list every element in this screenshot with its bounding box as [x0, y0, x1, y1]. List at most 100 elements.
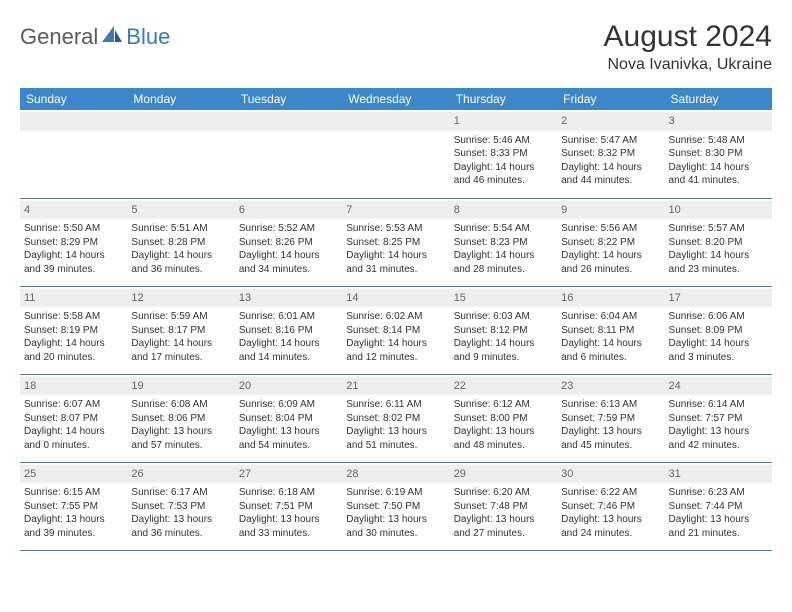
sunrise-line: Sunrise: 5:52 AM — [239, 222, 338, 236]
sunrise-line: Sunrise: 5:56 AM — [561, 222, 660, 236]
daylight-line: Daylight: 14 hours and 23 minutes. — [669, 249, 768, 276]
calendar-week-row: 1Sunrise: 5:46 AMSunset: 8:33 PMDaylight… — [20, 110, 772, 198]
sunset-line: Sunset: 7:46 PM — [561, 500, 660, 514]
calendar-cell — [20, 110, 127, 198]
sunrise-line: Sunrise: 5:46 AM — [454, 134, 553, 148]
day-number: 2 — [557, 112, 664, 131]
sunset-line: Sunset: 8:19 PM — [24, 324, 123, 338]
calendar-cell — [235, 110, 342, 198]
sunrise-line: Sunrise: 6:18 AM — [239, 486, 338, 500]
day-number: 4 — [20, 201, 127, 220]
calendar-week-row: 4Sunrise: 5:50 AMSunset: 8:29 PMDaylight… — [20, 198, 772, 286]
calendar-table: SundayMondayTuesdayWednesdayThursdayFrid… — [20, 88, 772, 551]
day-number: 9 — [557, 201, 664, 220]
calendar-cell: 4Sunrise: 5:50 AMSunset: 8:29 PMDaylight… — [20, 198, 127, 286]
daylight-line: Daylight: 14 hours and 12 minutes. — [346, 337, 445, 364]
day-number: 20 — [235, 377, 342, 396]
day-number-empty — [235, 112, 342, 131]
daylight-line: Daylight: 14 hours and 44 minutes. — [561, 161, 660, 188]
sunrise-line: Sunrise: 6:07 AM — [24, 398, 123, 412]
daylight-line: Daylight: 13 hours and 36 minutes. — [131, 513, 230, 540]
calendar-cell: 5Sunrise: 5:51 AMSunset: 8:28 PMDaylight… — [127, 198, 234, 286]
daylight-line: Daylight: 14 hours and 20 minutes. — [24, 337, 123, 364]
day-number: 24 — [665, 377, 772, 396]
sunrise-line: Sunrise: 5:58 AM — [24, 310, 123, 324]
calendar-cell: 10Sunrise: 5:57 AMSunset: 8:20 PMDayligh… — [665, 198, 772, 286]
day-number: 18 — [20, 377, 127, 396]
day-number: 28 — [342, 465, 449, 484]
calendar-week-row: 25Sunrise: 6:15 AMSunset: 7:55 PMDayligh… — [20, 462, 772, 550]
sunset-line: Sunset: 8:30 PM — [669, 147, 768, 161]
sunset-line: Sunset: 8:14 PM — [346, 324, 445, 338]
weekday-header: Wednesday — [342, 88, 449, 110]
calendar-cell: 11 Sunrise: 5:58 AMSunset: 8:19 PMDayligh… — [20, 286, 127, 374]
calendar-cell: 2Sunrise: 5:47 AMSunset: 8:32 PMDaylight… — [557, 110, 664, 198]
sunset-line: Sunset: 7:44 PM — [669, 500, 768, 514]
day-number: 27 — [235, 465, 342, 484]
daylight-line: Daylight: 14 hours and 3 minutes. — [669, 337, 768, 364]
day-number: 3 — [665, 112, 772, 131]
daylight-line: Daylight: 14 hours and 14 minutes. — [239, 337, 338, 364]
sunrise-line: Sunrise: 6:15 AM — [24, 486, 123, 500]
sunset-line: Sunset: 7:50 PM — [346, 500, 445, 514]
daylight-line: Daylight: 13 hours and 24 minutes. — [561, 513, 660, 540]
sunset-line: Sunset: 8:07 PM — [24, 412, 123, 426]
daylight-line: Daylight: 13 hours and 39 minutes. — [24, 513, 123, 540]
sunrise-line: Sunrise: 6:20 AM — [454, 486, 553, 500]
logo-text-blue: Blue — [126, 24, 170, 50]
sunset-line: Sunset: 8:17 PM — [131, 324, 230, 338]
sunset-line: Sunset: 8:25 PM — [346, 236, 445, 250]
calendar-cell: 14Sunrise: 6:02 AMSunset: 8:14 PMDayligh… — [342, 286, 449, 374]
calendar-cell: 20Sunrise: 6:09 AMSunset: 8:04 PMDayligh… — [235, 374, 342, 462]
day-number: 16 — [557, 289, 664, 308]
calendar-cell: 19Sunrise: 6:08 AMSunset: 8:06 PMDayligh… — [127, 374, 234, 462]
sunset-line: Sunset: 8:16 PM — [239, 324, 338, 338]
calendar-cell: 16Sunrise: 6:04 AMSunset: 8:11 PMDayligh… — [557, 286, 664, 374]
calendar-cell: 22Sunrise: 6:12 AMSunset: 8:00 PMDayligh… — [450, 374, 557, 462]
day-number: 19 — [127, 377, 234, 396]
daylight-line: Daylight: 13 hours and 45 minutes. — [561, 425, 660, 452]
day-number-empty — [127, 112, 234, 131]
weekday-header: Thursday — [450, 88, 557, 110]
sunrise-line: Sunrise: 6:08 AM — [131, 398, 230, 412]
sunrise-line: Sunrise: 6:06 AM — [669, 310, 768, 324]
day-number-empty — [20, 112, 127, 131]
sunrise-line: Sunrise: 6:04 AM — [561, 310, 660, 324]
daylight-line: Daylight: 13 hours and 42 minutes. — [669, 425, 768, 452]
sunset-line: Sunset: 8:23 PM — [454, 236, 553, 250]
daylight-line: Daylight: 14 hours and 17 minutes. — [131, 337, 230, 364]
daylight-line: Daylight: 14 hours and 28 minutes. — [454, 249, 553, 276]
day-number: 12 — [127, 289, 234, 308]
day-number: 21 — [342, 377, 449, 396]
day-number: 7 — [342, 201, 449, 220]
sunrise-line: Sunrise: 6:17 AM — [131, 486, 230, 500]
sunset-line: Sunset: 8:28 PM — [131, 236, 230, 250]
calendar-cell: 31Sunrise: 6:23 AMSunset: 7:44 PMDayligh… — [665, 462, 772, 550]
sunrise-line: Sunrise: 6:01 AM — [239, 310, 338, 324]
weekday-header: Friday — [557, 88, 664, 110]
header: General Blue August 2024 Nova Ivanivka, … — [20, 20, 772, 74]
day-number: 25 — [20, 465, 127, 484]
sunset-line: Sunset: 8:04 PM — [239, 412, 338, 426]
sunset-line: Sunset: 8:09 PM — [669, 324, 768, 338]
day-number: 11 — [20, 289, 127, 308]
daylight-line: Daylight: 13 hours and 57 minutes. — [131, 425, 230, 452]
sunrise-line: Sunrise: 5:48 AM — [669, 134, 768, 148]
sunset-line: Sunset: 8:26 PM — [239, 236, 338, 250]
day-number: 6 — [235, 201, 342, 220]
sunrise-line: Sunrise: 6:02 AM — [346, 310, 445, 324]
sunrise-line: Sunrise: 6:03 AM — [454, 310, 553, 324]
sunrise-line: Sunrise: 6:13 AM — [561, 398, 660, 412]
sunset-line: Sunset: 7:48 PM — [454, 500, 553, 514]
daylight-line: Daylight: 14 hours and 26 minutes. — [561, 249, 660, 276]
calendar-cell: 23Sunrise: 6:13 AMSunset: 7:59 PMDayligh… — [557, 374, 664, 462]
calendar-week-row: 18 Sunrise: 6:07 AMSunset: 8:07 PM Dayligh… — [20, 374, 772, 462]
sunset-line: Sunset: 7:51 PM — [239, 500, 338, 514]
sunset-line: Sunset: 7:59 PM — [561, 412, 660, 426]
calendar-cell: 15Sunrise: 6:03 AMSunset: 8:12 PMDayligh… — [450, 286, 557, 374]
sunset-line: Sunset: 8:29 PM — [24, 236, 123, 250]
daylight-line: Daylight: 13 hours and 21 minutes. — [669, 513, 768, 540]
day-number: 31 — [665, 465, 772, 484]
calendar-week-row: 11Sunrise: 5:58 AMSunset: 8:19 PMDayligh… — [20, 286, 772, 374]
sunset-line: Sunset: 7:55 PM — [24, 500, 123, 514]
